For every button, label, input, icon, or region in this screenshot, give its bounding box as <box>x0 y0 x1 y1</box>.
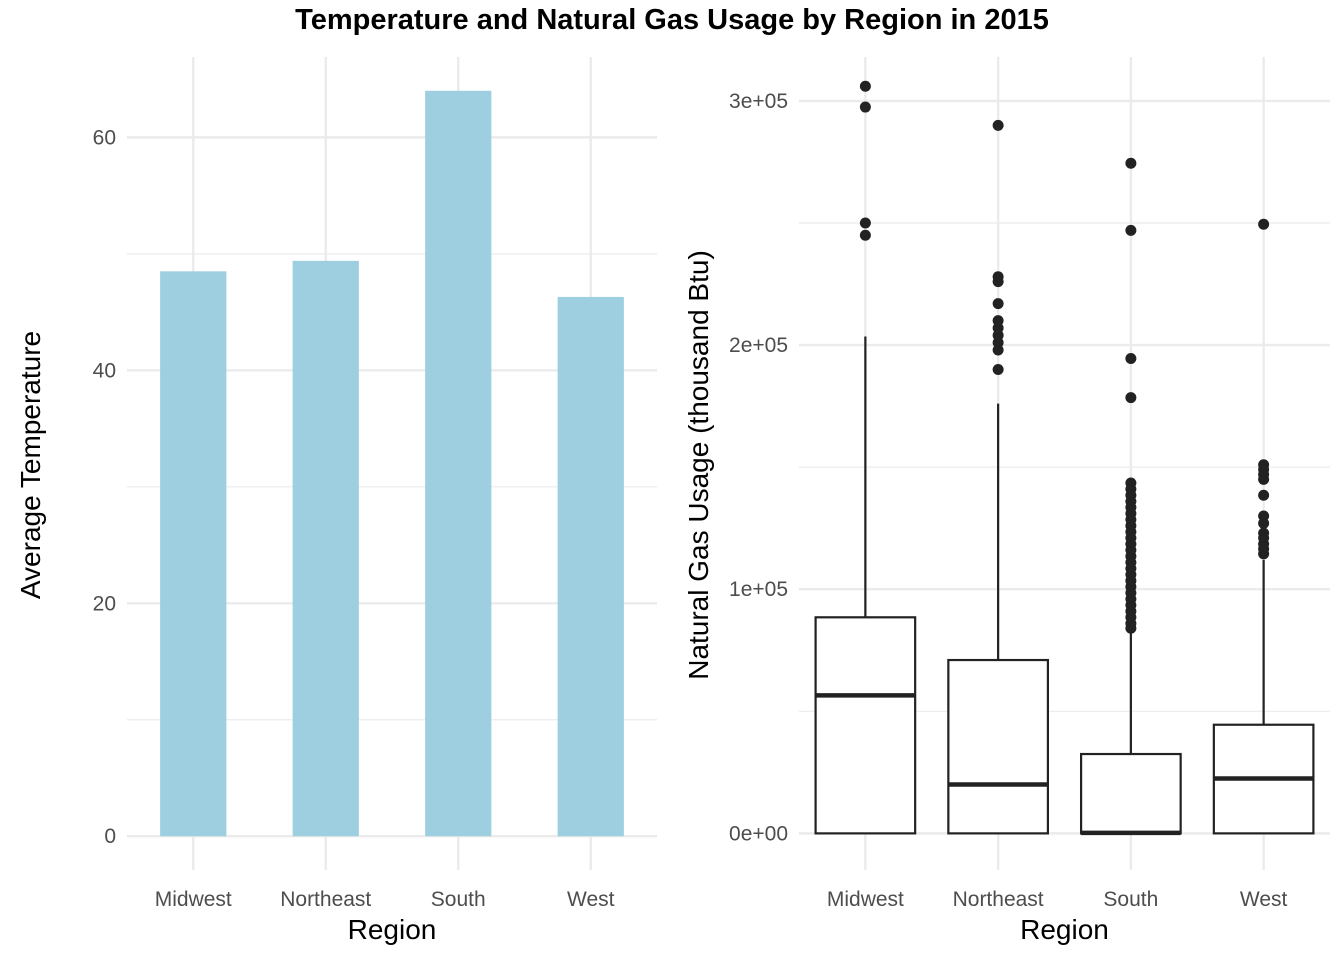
outlier-point-south <box>1125 392 1137 404</box>
outlier-point-midwest <box>859 229 871 241</box>
gas-usage-box-panel: 0e+00 1e+05 2e+05 3e+05 Midwest Northeast Sout… <box>683 57 1330 945</box>
y-axis-title: Natural Gas Usage (thousand Btu) <box>683 250 714 680</box>
chart-title: Temperature and Natural Gas Usage by Reg… <box>295 4 1049 36</box>
y-tick-label: 20 <box>93 592 116 615</box>
x-tick-label: West <box>1240 888 1288 911</box>
temperature-bar-panel: 0 20 40 60 Midwest Northeast South West Region Av… <box>15 57 657 945</box>
x-tick-label: Northeast <box>953 888 1044 911</box>
y-tick-label: 3e+05 <box>729 90 788 113</box>
outlier-point-south <box>1125 224 1137 236</box>
box-south <box>1079 752 1182 835</box>
x-tick-label: West <box>567 888 615 911</box>
bar-south <box>425 90 492 837</box>
y-tick-label: 60 <box>93 126 116 149</box>
y-tick-label: 1e+05 <box>729 578 788 601</box>
x-axis-title: Region <box>348 914 437 945</box>
outlier-point-west <box>1258 218 1270 230</box>
outlier-point-west <box>1258 548 1270 560</box>
outlier-point-midwest <box>859 217 871 229</box>
y-tick-label: 0 <box>104 825 116 848</box>
outlier-point-south <box>1125 157 1137 169</box>
x-tick-label: South <box>1103 888 1158 911</box>
box-northeast <box>947 658 1050 835</box>
outlier-point-northeast <box>992 298 1004 310</box>
x-tick-label: Northeast <box>280 888 371 911</box>
bar-northeast <box>292 260 359 837</box>
x-axis-title: Region <box>1020 914 1109 945</box>
outlier-point-west <box>1258 517 1270 529</box>
outlier-point-midwest <box>859 101 871 113</box>
outlier-point-south <box>1125 622 1137 634</box>
bar-midwest <box>160 271 227 837</box>
x-tick-label: Midwest <box>827 888 904 911</box>
y-axis-title: Average Temperature <box>15 331 46 599</box>
x-tick-label: South <box>431 888 486 911</box>
bar-west <box>557 296 624 837</box>
outlier-point-northeast <box>992 364 1004 376</box>
y-tick-label: 0e+00 <box>729 822 788 845</box>
outlier-point-northeast <box>992 344 1004 356</box>
outlier-point-west <box>1258 473 1270 485</box>
outlier-point-northeast <box>992 276 1004 288</box>
outlier-point-midwest <box>859 80 871 92</box>
box-midwest <box>814 616 917 835</box>
y-tick-label: 40 <box>93 359 116 382</box>
outlier-point-west <box>1258 489 1270 501</box>
outlier-point-northeast <box>992 119 1004 131</box>
y-tick-label: 2e+05 <box>729 334 788 357</box>
outlier-point-south <box>1125 353 1137 365</box>
x-tick-label: Midwest <box>155 888 232 911</box>
